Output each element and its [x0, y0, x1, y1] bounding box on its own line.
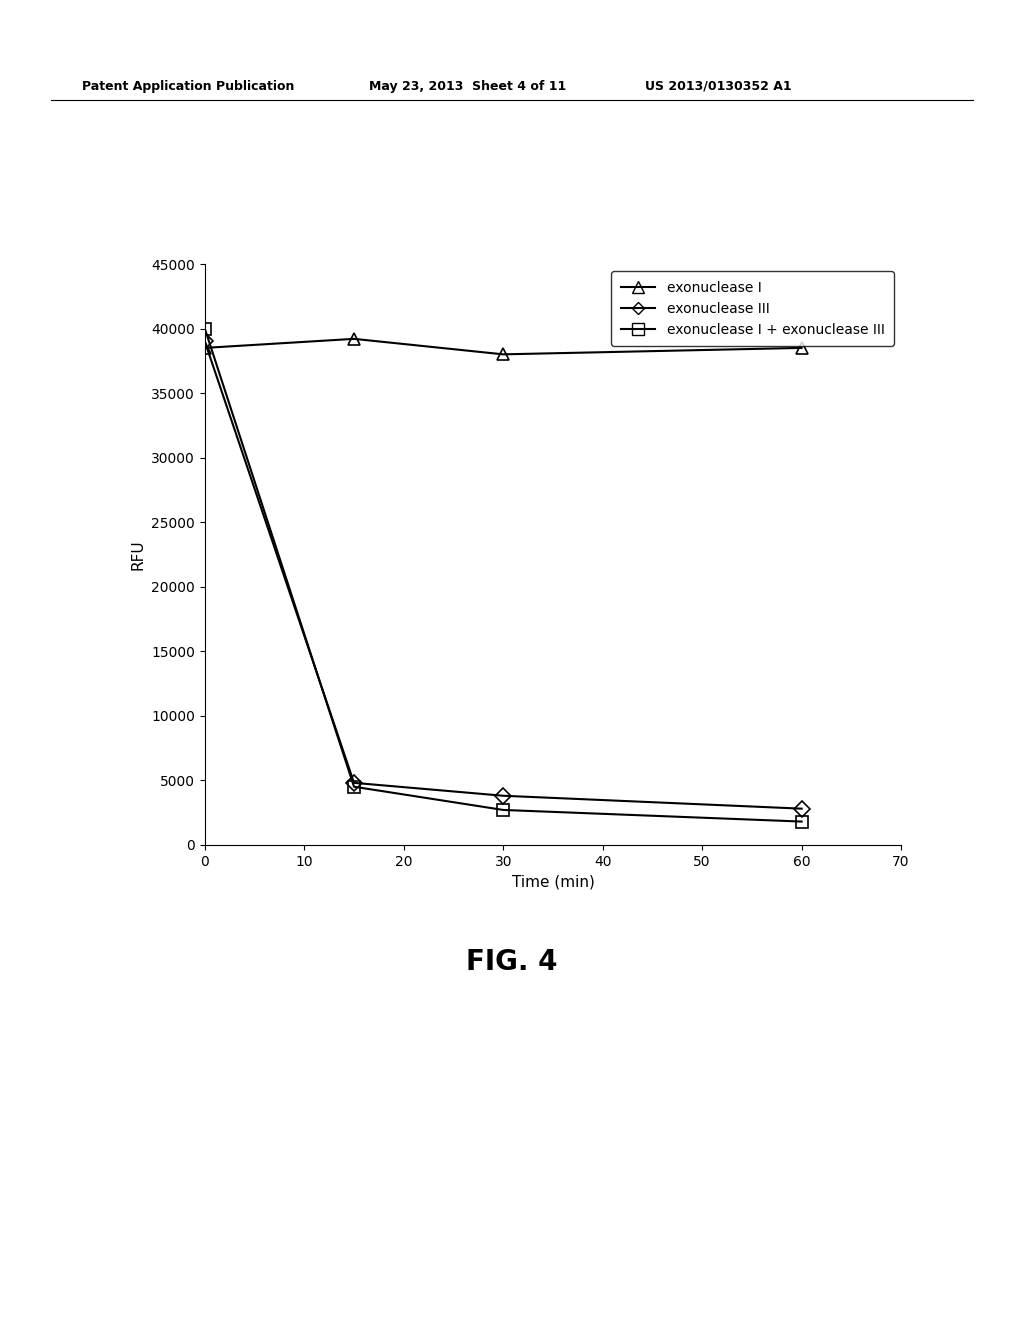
Y-axis label: RFU: RFU [131, 539, 145, 570]
Text: May 23, 2013  Sheet 4 of 11: May 23, 2013 Sheet 4 of 11 [369, 79, 566, 92]
Text: US 2013/0130352 A1: US 2013/0130352 A1 [645, 79, 792, 92]
Text: FIG. 4: FIG. 4 [466, 948, 558, 977]
X-axis label: Time (min): Time (min) [512, 874, 594, 890]
Text: Patent Application Publication: Patent Application Publication [82, 79, 294, 92]
Legend: exonuclease I, exonuclease III, exonuclease I + exonuclease III: exonuclease I, exonuclease III, exonucle… [611, 271, 894, 346]
